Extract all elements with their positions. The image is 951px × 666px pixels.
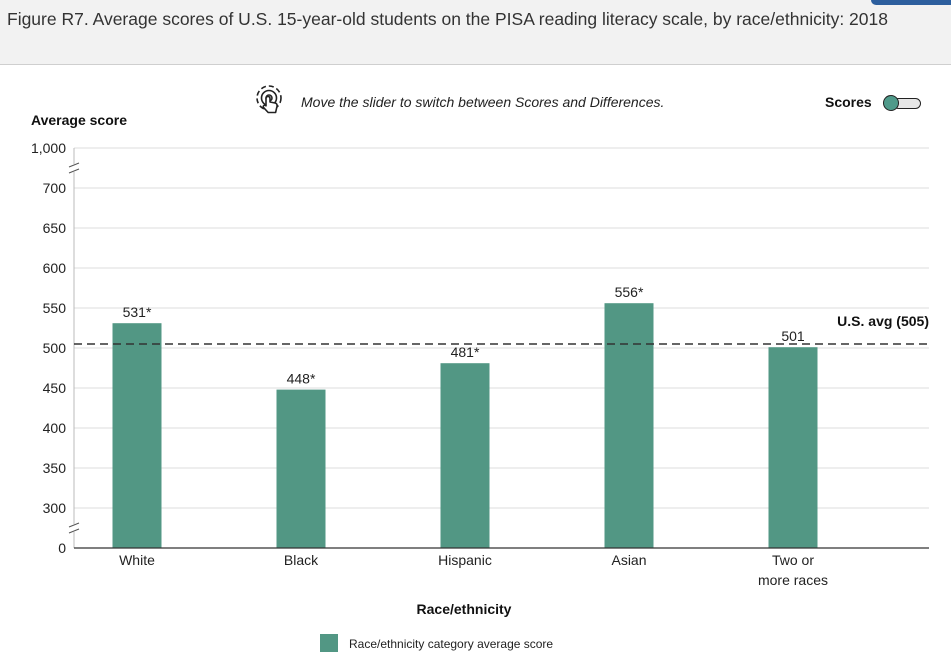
y-tick-label: 350 [43,460,67,476]
axis-break-mark [68,168,80,174]
bar [768,347,818,548]
axis-break-gap [69,164,79,172]
y-axis-title: Average score [31,112,127,128]
bar-value-label: 501 [781,328,805,344]
toggle-label: Scores [825,94,872,110]
y-tick-label: 300 [43,500,67,516]
y-tick-label: 0 [58,540,66,556]
y-tick-label: 600 [43,260,67,276]
y-tick-label: 650 [43,220,67,236]
x-tick-label: Two or [772,552,814,568]
bar [604,303,654,548]
corner-tab[interactable] [871,0,951,5]
x-tick-label: White [119,552,155,568]
bar [112,323,162,548]
bar-value-label: 556* [615,284,644,300]
x-tick-label: more races [758,572,828,588]
scores-differences-toggle[interactable] [883,95,921,111]
bar-value-label: 531* [123,304,152,320]
axis-break-gap [69,524,79,532]
touch-swipe-icon [256,85,282,114]
x-axis-title: Race/ethnicity [417,601,512,617]
bar [440,363,490,548]
axis-break-mark [68,528,80,534]
y-tick-label: 550 [43,300,67,316]
figure-title: Figure R7. Average scores of U.S. 15-yea… [7,9,888,29]
y-tick-label: 500 [43,340,67,356]
legend-label: Race/ethnicity category average score [349,637,554,651]
axis-break-mark [68,162,80,168]
legend-swatch [320,634,338,652]
x-tick-label: Asian [611,552,646,568]
x-tick-label: Black [284,552,319,568]
slider-hint-text: Move the slider to switch between Scores… [301,94,665,110]
y-tick-label: 1,000 [31,140,66,156]
bar-chart: Average score 0 300 350 400 450 500 550 600 650 70… [31,112,929,617]
us-average-label: U.S. avg (505) [837,313,929,329]
y-tick-label: 700 [43,180,67,196]
bar-value-label: 448* [287,371,316,387]
figure-title-bar: Figure R7. Average scores of U.S. 15-yea… [0,0,951,65]
toggle-knob[interactable] [883,95,899,111]
bar-value-label: 481* [451,344,480,360]
axis-break-mark [68,522,80,528]
y-tick-label: 400 [43,420,67,436]
bar [276,389,326,548]
y-tick-label: 450 [43,380,67,396]
x-tick-label: Hispanic [438,552,492,568]
